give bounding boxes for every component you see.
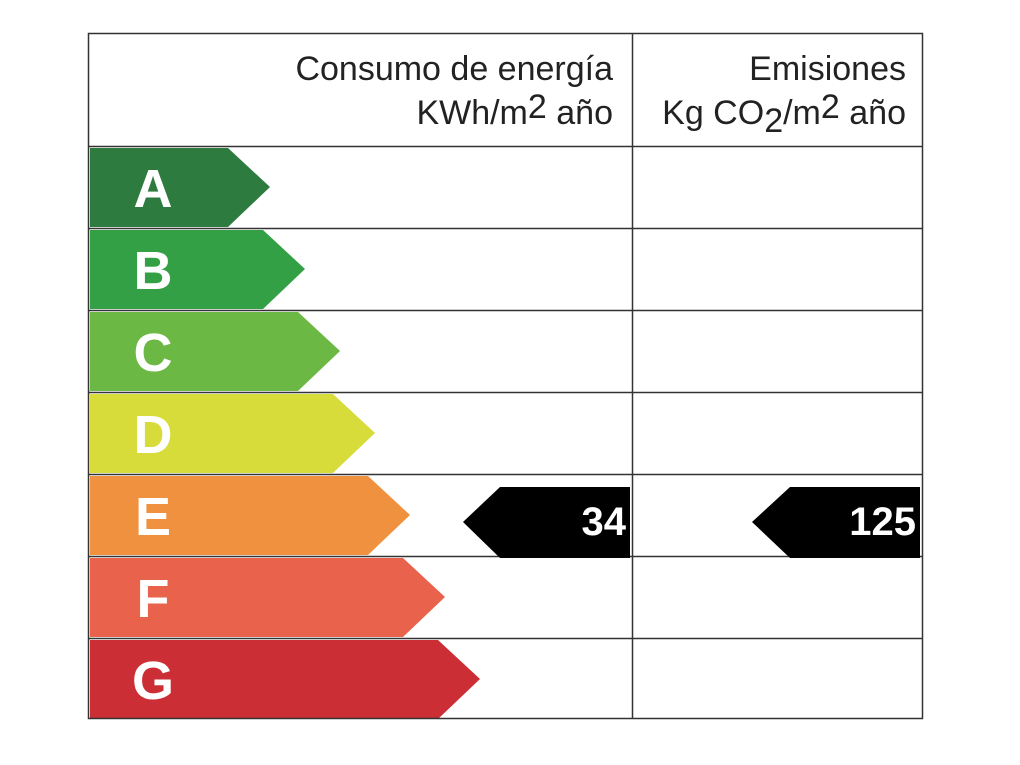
- unit-sup: 2: [821, 88, 840, 126]
- emissions-value: 125: [849, 500, 916, 544]
- energy-arrow: [463, 487, 630, 558]
- unit-text: año: [840, 94, 906, 132]
- energy-title: Consumo de energía: [295, 50, 613, 88]
- rating-letter: A: [134, 159, 173, 219]
- rating-letter: D: [134, 405, 173, 465]
- rating-letter: E: [135, 487, 171, 547]
- rating-bar: [90, 230, 305, 309]
- rating-bar: [90, 640, 480, 719]
- emissions-unit: Kg CO2/m2 año: [662, 88, 906, 140]
- table-border: [87, 32, 924, 720]
- unit-text: /m: [783, 94, 821, 132]
- rating-letter: B: [134, 241, 173, 301]
- rating-letter: F: [137, 569, 170, 629]
- rating-bar: [90, 312, 340, 391]
- unit-text: KWh/m: [416, 94, 527, 132]
- emissions-arrow: [752, 487, 920, 558]
- rating-bar: [90, 394, 375, 473]
- rating-bar: [90, 476, 410, 555]
- rating-letter: G: [132, 651, 174, 711]
- unit-sup: 2: [528, 88, 547, 126]
- unit-text: Kg CO: [662, 94, 764, 132]
- rating-letter: C: [134, 323, 173, 383]
- energy-unit: KWh/m2 año: [416, 88, 613, 132]
- energy-value: 34: [582, 500, 627, 544]
- emissions-title: Emisiones: [749, 50, 906, 88]
- unit-text: año: [547, 94, 613, 132]
- unit-sub: 2: [764, 102, 783, 140]
- rating-bar: [90, 148, 270, 227]
- rating-bar: [90, 558, 445, 637]
